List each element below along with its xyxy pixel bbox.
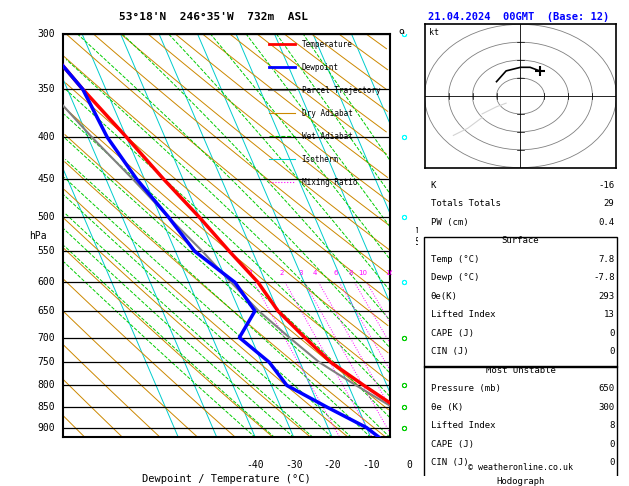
Text: 0: 0 <box>609 347 615 356</box>
Text: 1: 1 <box>398 423 404 433</box>
Text: 293: 293 <box>598 292 615 301</box>
Text: Mixing Ratio: Mixing Ratio <box>302 177 357 187</box>
Text: Temp (°C): Temp (°C) <box>430 255 479 264</box>
Text: CIN (J): CIN (J) <box>430 347 468 356</box>
Text: 6: 6 <box>333 270 338 277</box>
Text: 300: 300 <box>598 402 615 412</box>
Text: 4: 4 <box>398 278 404 287</box>
Text: -16: -16 <box>598 181 615 190</box>
Text: km
ASL: km ASL <box>409 225 427 246</box>
Text: 16: 16 <box>385 270 394 277</box>
Text: 53°18'N  246°35'W  732m  ASL: 53°18'N 246°35'W 732m ASL <box>120 12 308 22</box>
Text: 8: 8 <box>348 270 353 277</box>
Text: Dewpoint: Dewpoint <box>302 63 338 71</box>
Text: 800: 800 <box>37 381 55 390</box>
Text: 9: 9 <box>398 29 404 39</box>
Text: -20: -20 <box>323 460 341 469</box>
Text: 13: 13 <box>604 310 615 319</box>
Text: -40: -40 <box>247 460 264 469</box>
Text: 10: 10 <box>359 270 367 277</box>
Text: -30: -30 <box>285 460 303 469</box>
Text: 550: 550 <box>37 246 55 256</box>
Text: 500: 500 <box>37 212 55 222</box>
Text: 7.8: 7.8 <box>598 255 615 264</box>
Text: 3: 3 <box>398 332 404 343</box>
Text: 450: 450 <box>37 174 55 184</box>
Bar <box>425 366 616 478</box>
Text: θe (K): θe (K) <box>430 402 463 412</box>
Text: PW (cm): PW (cm) <box>430 218 468 227</box>
Text: Lifted Index: Lifted Index <box>430 310 495 319</box>
Text: 20: 20 <box>481 460 492 469</box>
Text: 750: 750 <box>37 357 55 367</box>
Text: 300: 300 <box>37 29 55 39</box>
Text: 30: 30 <box>519 460 530 469</box>
Text: Dewpoint / Temperature (°C): Dewpoint / Temperature (°C) <box>142 474 311 484</box>
Text: Hodograph: Hodograph <box>496 476 545 486</box>
Text: CIN (J): CIN (J) <box>430 458 468 467</box>
Text: 900: 900 <box>37 423 55 433</box>
Text: 2: 2 <box>279 270 284 277</box>
Text: -7.8: -7.8 <box>593 273 615 282</box>
Text: CAPE (J): CAPE (J) <box>430 329 474 338</box>
Text: 650: 650 <box>598 384 615 393</box>
Text: 0: 0 <box>609 329 615 338</box>
Text: 850: 850 <box>37 402 55 412</box>
Bar <box>425 237 616 367</box>
Text: Totals Totals: Totals Totals <box>430 199 501 208</box>
Text: Parcel Trajectory: Parcel Trajectory <box>302 86 381 95</box>
Text: 5: 5 <box>398 246 404 256</box>
Text: hPa: hPa <box>30 231 47 241</box>
Text: Pressure (mb): Pressure (mb) <box>430 384 501 393</box>
Text: 0.4: 0.4 <box>598 218 615 227</box>
Text: CAPE (J): CAPE (J) <box>430 439 474 449</box>
Text: Dry Adiabat: Dry Adiabat <box>302 108 352 118</box>
Text: 10: 10 <box>442 460 454 469</box>
Text: 0: 0 <box>406 460 412 469</box>
Text: 7: 7 <box>398 132 404 142</box>
Text: 21.04.2024  00GMT  (Base: 12): 21.04.2024 00GMT (Base: 12) <box>428 12 610 22</box>
Text: Lifted Index: Lifted Index <box>430 421 495 430</box>
Text: Wet Adiabat: Wet Adiabat <box>302 132 352 140</box>
Text: 600: 600 <box>37 278 55 287</box>
Text: 700: 700 <box>37 332 55 343</box>
Text: 8: 8 <box>398 84 404 94</box>
Text: 8: 8 <box>609 421 615 430</box>
Text: 0: 0 <box>609 439 615 449</box>
Text: Mixing Ratio (g/kg): Mixing Ratio (g/kg) <box>448 188 457 283</box>
Text: 2: 2 <box>398 381 404 390</box>
Text: Surface: Surface <box>502 236 539 245</box>
Text: Isotherm: Isotherm <box>302 155 338 164</box>
Text: 29: 29 <box>604 199 615 208</box>
Text: kt: kt <box>430 28 440 37</box>
Text: 4: 4 <box>313 270 317 277</box>
Text: 0: 0 <box>609 458 615 467</box>
Text: Most Unstable: Most Unstable <box>486 365 555 375</box>
Text: -10: -10 <box>362 460 379 469</box>
Text: © weatheronline.co.uk: © weatheronline.co.uk <box>468 463 573 471</box>
Text: 350: 350 <box>37 84 55 94</box>
Text: 1: 1 <box>248 270 253 277</box>
Text: K: K <box>430 181 436 190</box>
Text: Temperature: Temperature <box>302 39 352 49</box>
Text: 6: 6 <box>398 212 404 222</box>
Text: 650: 650 <box>37 306 55 316</box>
Bar <box>425 477 616 486</box>
Text: LCL: LCL <box>398 361 413 370</box>
Text: θe(K): θe(K) <box>430 292 457 301</box>
Text: 400: 400 <box>37 132 55 142</box>
Text: 3: 3 <box>299 270 303 277</box>
Text: Dewp (°C): Dewp (°C) <box>430 273 479 282</box>
